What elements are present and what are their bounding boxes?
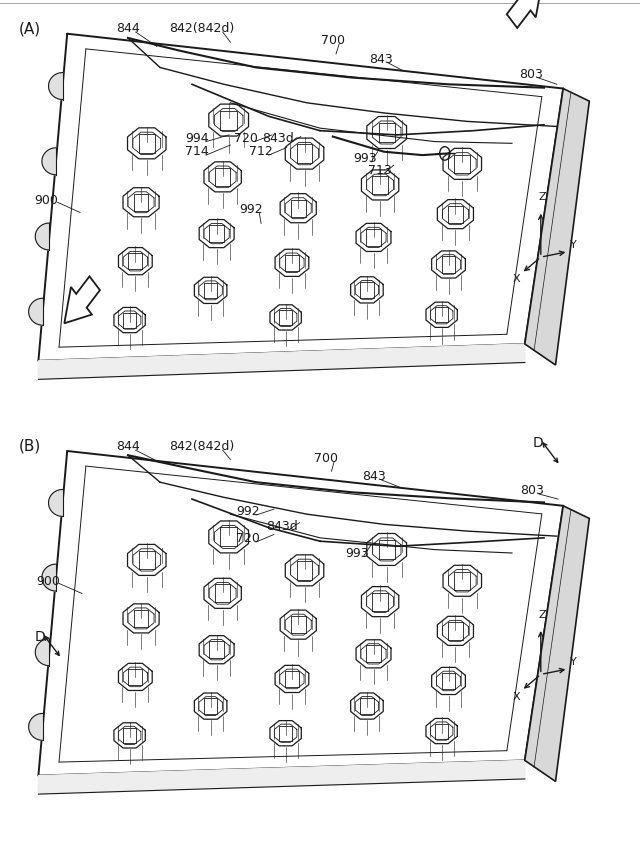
Text: 713: 713	[367, 164, 392, 177]
Text: X: X	[513, 274, 520, 284]
Text: D: D	[35, 631, 45, 644]
Text: 700: 700	[321, 34, 345, 47]
Text: 720: 720	[236, 532, 260, 545]
Polygon shape	[38, 344, 525, 379]
Text: 844: 844	[116, 440, 140, 454]
Text: D: D	[532, 436, 543, 449]
FancyArrow shape	[507, 0, 543, 28]
Polygon shape	[29, 713, 43, 740]
Polygon shape	[29, 298, 43, 325]
Polygon shape	[49, 72, 63, 99]
Text: 843d: 843d	[266, 519, 298, 533]
Text: 994: 994	[186, 132, 209, 145]
Text: 700: 700	[314, 452, 339, 465]
Polygon shape	[42, 148, 56, 175]
Text: 714: 714	[185, 145, 209, 158]
Text: 843d: 843d	[262, 132, 294, 145]
Text: 993: 993	[353, 152, 376, 165]
Polygon shape	[49, 490, 63, 517]
Polygon shape	[525, 89, 589, 365]
Text: Y: Y	[570, 658, 577, 667]
Text: 712: 712	[248, 145, 273, 158]
Polygon shape	[525, 506, 589, 781]
Text: 900: 900	[34, 194, 58, 207]
Polygon shape	[42, 564, 56, 591]
Text: 992: 992	[240, 202, 263, 216]
Text: Z: Z	[538, 609, 546, 620]
Text: (B): (B)	[19, 438, 42, 454]
Text: 992: 992	[237, 505, 260, 518]
FancyArrow shape	[64, 277, 100, 324]
Text: 803: 803	[520, 484, 545, 497]
Polygon shape	[35, 639, 49, 666]
Polygon shape	[35, 223, 49, 250]
Text: 842(842d): 842(842d)	[169, 22, 234, 35]
Text: (A): (A)	[19, 21, 42, 36]
Text: 993: 993	[346, 546, 369, 560]
Text: Y: Y	[570, 240, 577, 250]
Text: 720: 720	[234, 132, 259, 145]
Polygon shape	[38, 760, 525, 794]
Text: 842(842d): 842(842d)	[169, 440, 234, 454]
Text: 843: 843	[362, 470, 387, 483]
Text: Z: Z	[538, 192, 546, 202]
Text: 803: 803	[519, 67, 543, 81]
Text: 900: 900	[36, 575, 60, 588]
Text: 844: 844	[116, 22, 140, 35]
Text: 843: 843	[369, 52, 394, 66]
Text: X: X	[513, 691, 520, 701]
